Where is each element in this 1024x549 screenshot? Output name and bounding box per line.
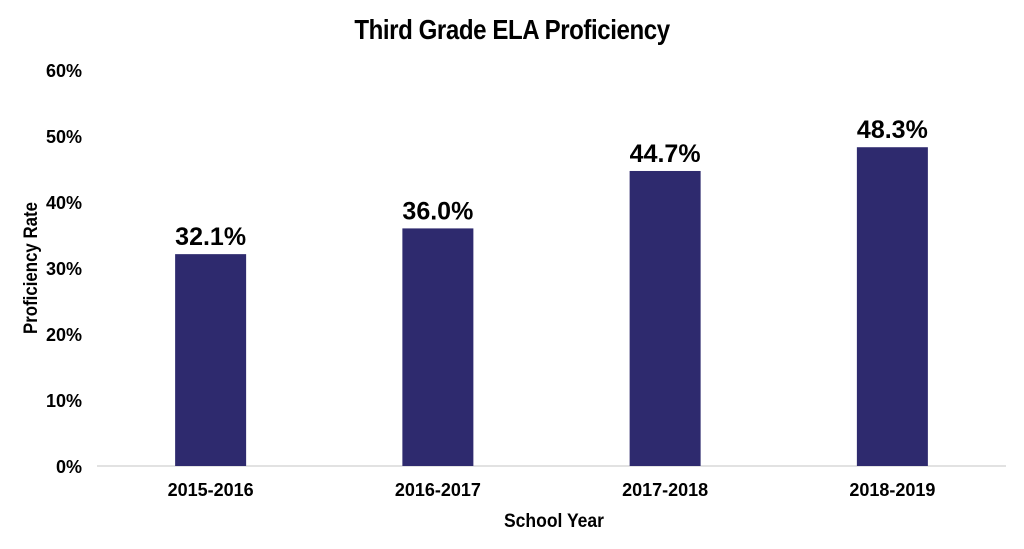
y-tick-labels: 0% 10% 20% 30% 40% 50% 60% (46, 61, 82, 477)
x-tick-labels: 2015-2016 2016-2017 2017-2018 2018-2019 (168, 480, 936, 500)
data-label: 32.1% (175, 223, 246, 251)
data-label: 36.0% (402, 197, 473, 225)
y-tick-label: 60% (46, 61, 82, 81)
x-tick-label: 2016-2017 (395, 480, 481, 500)
y-tick-label: 40% (46, 193, 82, 213)
bar (629, 170, 701, 467)
bar (402, 228, 474, 466)
x-tick-label: 2018-2019 (849, 480, 935, 500)
x-tick-label: 2017-2018 (622, 480, 708, 500)
y-tick-label: 10% (46, 391, 82, 411)
data-label: 44.7% (630, 140, 701, 168)
y-axis-label: Proficiency Rate (21, 202, 42, 334)
data-label: 48.3% (857, 116, 928, 144)
data-labels: 32.1% 36.0% 44.7% 48.3% (175, 116, 928, 251)
x-axis-label: School Year (504, 511, 605, 532)
y-tick-label: 50% (46, 127, 82, 147)
x-tick-label: 2015-2016 (168, 480, 254, 500)
y-tick-label: 0% (56, 457, 82, 477)
bars (175, 147, 928, 467)
y-tick-label: 20% (46, 325, 82, 345)
y-tick-label: 30% (46, 259, 82, 279)
bar (175, 254, 247, 466)
chart-title: Third Grade ELA Proficiency (354, 14, 670, 45)
bar (856, 147, 928, 466)
